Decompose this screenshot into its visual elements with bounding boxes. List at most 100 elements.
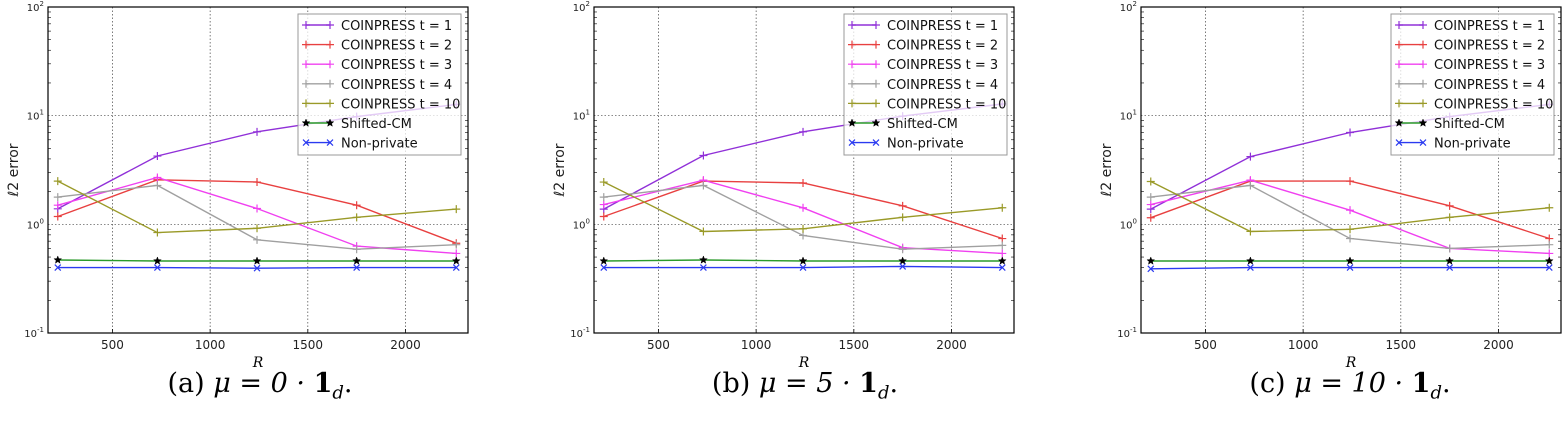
x-marker bbox=[153, 264, 161, 272]
legend-item: COINPRESS t = 4 bbox=[848, 78, 998, 93]
x-tick-label: 2000 bbox=[1483, 338, 1514, 352]
y-tick-exponent: 1 bbox=[1133, 109, 1137, 117]
plus-marker bbox=[1545, 249, 1554, 258]
y-tick-exponent: 2 bbox=[586, 0, 590, 8]
legend-item: COINPRESS t = 4 bbox=[302, 78, 452, 93]
y-tick-base: 10 bbox=[573, 112, 586, 123]
plus-marker bbox=[1445, 201, 1454, 210]
star-marker bbox=[1345, 256, 1355, 265]
x-marker bbox=[1147, 265, 1155, 273]
y-tick-exponent: 2 bbox=[40, 0, 44, 8]
legend-item: COINPRESS t = 4 bbox=[1395, 78, 1545, 93]
legend-item: COINPRESS t = 2 bbox=[848, 39, 998, 54]
x-marker bbox=[353, 264, 361, 272]
plus-marker bbox=[848, 40, 856, 49]
y-tick-label: 10-1 bbox=[24, 326, 44, 340]
plus-marker bbox=[1246, 152, 1255, 161]
y-tick-label: 102 bbox=[27, 0, 44, 14]
star-marker bbox=[152, 256, 162, 265]
plus-marker bbox=[848, 79, 856, 88]
star-marker bbox=[352, 256, 362, 265]
legend-label: COINPRESS t = 1 bbox=[887, 19, 998, 34]
plus-marker bbox=[1346, 128, 1355, 137]
x-marker bbox=[600, 264, 608, 272]
legend-label: COINPRESS t = 1 bbox=[1434, 19, 1545, 34]
legend-item: COINPRESS t = 2 bbox=[302, 39, 452, 54]
legend-label: COINPRESS t = 2 bbox=[887, 39, 998, 54]
legend-item: COINPRESS t = 1 bbox=[302, 19, 452, 34]
x-marker bbox=[872, 139, 880, 147]
plus-marker bbox=[848, 21, 856, 29]
x-tick-label: 1000 bbox=[1288, 338, 1319, 352]
series-coinpress-t-4 bbox=[53, 181, 461, 254]
star-marker bbox=[325, 118, 335, 127]
legend-label: COINPRESS t = 4 bbox=[1434, 78, 1545, 93]
y-tick-exponent: 0 bbox=[586, 217, 590, 225]
plus-marker bbox=[1246, 181, 1255, 190]
plus-marker bbox=[326, 60, 334, 69]
plus-marker bbox=[1545, 203, 1554, 212]
legend-label: COINPRESS t = 10 bbox=[1434, 97, 1553, 112]
x-marker bbox=[998, 264, 1006, 272]
x-marker bbox=[899, 262, 907, 270]
plus-marker bbox=[998, 241, 1007, 250]
plus-marker bbox=[1419, 40, 1427, 49]
y-tick-base: 10 bbox=[573, 3, 586, 14]
y-tick-base: 10 bbox=[1120, 112, 1133, 123]
plus-marker bbox=[253, 235, 262, 244]
star-marker bbox=[1146, 256, 1156, 265]
legend-label: Non-private bbox=[1434, 137, 1511, 152]
y-tick-label: 100 bbox=[573, 217, 590, 231]
legend-label: COINPRESS t = 4 bbox=[887, 78, 998, 93]
x-marker bbox=[54, 264, 62, 272]
y-tick-label: 101 bbox=[1120, 109, 1137, 123]
plus-marker bbox=[153, 152, 162, 161]
y-tick-base: 10 bbox=[1120, 3, 1133, 14]
plus-marker bbox=[1346, 234, 1355, 243]
plus-marker bbox=[1146, 193, 1155, 202]
legend-label: COINPRESS t = 3 bbox=[341, 58, 452, 73]
x-marker bbox=[848, 139, 856, 147]
x-marker bbox=[799, 264, 807, 272]
legend-label: Shifted-CM bbox=[887, 117, 958, 132]
y-tick-base: 10 bbox=[27, 3, 40, 14]
y-tick-base: 10 bbox=[1117, 329, 1130, 340]
series-coinpress-t-4 bbox=[1146, 181, 1554, 253]
x-marker bbox=[452, 264, 460, 272]
plus-marker bbox=[53, 201, 62, 210]
plus-marker bbox=[452, 240, 461, 249]
caption-c: (c) μ = 10 · 1d. bbox=[1090, 368, 1567, 403]
star-marker bbox=[451, 256, 461, 265]
y-axis-label: ℓ2 error bbox=[552, 143, 568, 197]
legend-label: Shifted-CM bbox=[341, 117, 412, 132]
plus-marker bbox=[1545, 240, 1554, 249]
series-coinpress-t-10 bbox=[53, 177, 461, 237]
x-marker bbox=[699, 264, 707, 272]
plus-marker bbox=[848, 99, 856, 108]
plus-marker bbox=[699, 151, 708, 160]
plot-frame bbox=[593, 6, 1015, 334]
x-marker bbox=[1419, 139, 1427, 147]
y-tick-exponent: 1 bbox=[40, 109, 44, 117]
plus-marker bbox=[326, 21, 334, 29]
caption-bold-one: 1 bbox=[859, 368, 878, 399]
legend-label: COINPRESS t = 2 bbox=[1434, 39, 1545, 54]
legend-item: Non-private bbox=[302, 137, 418, 152]
y-tick-label: 100 bbox=[27, 217, 44, 231]
x-marker bbox=[253, 264, 261, 272]
x-marker bbox=[1346, 264, 1354, 272]
x-tick-label: 1000 bbox=[195, 338, 226, 352]
legend-label: COINPRESS t = 10 bbox=[887, 97, 1006, 112]
series-non-private bbox=[1147, 264, 1553, 273]
x-marker bbox=[1446, 264, 1454, 272]
legend-item: COINPRESS t = 10 bbox=[302, 97, 460, 112]
plus-marker bbox=[799, 179, 808, 188]
y-tick-exponent: 1 bbox=[586, 109, 590, 117]
star-marker bbox=[898, 256, 908, 265]
legend-item: COINPRESS t = 10 bbox=[848, 97, 1006, 112]
y-tick-label: 10-1 bbox=[570, 326, 590, 340]
x-tick-label: 500 bbox=[101, 338, 124, 352]
